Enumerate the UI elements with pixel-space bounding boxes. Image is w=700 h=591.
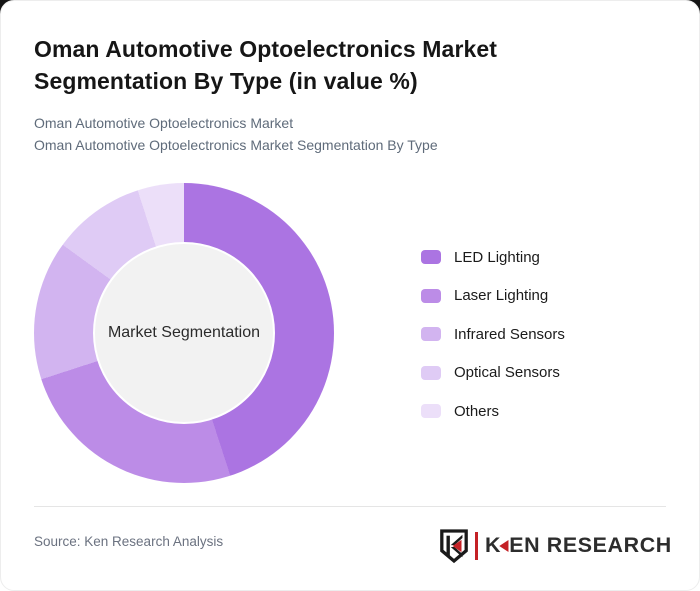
ken-research-shield-icon	[439, 529, 468, 564]
donut-chart: Market Segmentation	[34, 183, 334, 483]
wordmark-rest: EN RESEARCH	[509, 534, 672, 557]
ken-research-logo: K EN RESEARCH	[439, 527, 671, 565]
wordmark-k: K	[484, 534, 501, 557]
ken-research-wordmark: K EN RESEARCH	[485, 534, 672, 558]
legend-swatch	[421, 288, 441, 303]
legend-item: Infrared Sensors	[421, 324, 565, 344]
red-arrow-icon	[498, 540, 508, 552]
legend-label: Others	[454, 402, 500, 420]
donut-center: Market Segmentation	[93, 242, 275, 424]
subtitle-line-2: Oman Automotive Optoelectronics Market S…	[34, 137, 438, 153]
footer-divider	[34, 506, 666, 507]
source-text: Source: Ken Research Analysis	[34, 534, 224, 549]
legend-item: Others	[421, 401, 565, 421]
legend-label: Infrared Sensors	[454, 325, 565, 343]
legend-swatch	[421, 404, 441, 418]
donut-center-label: Market Segmentation	[107, 324, 261, 341]
legend-label: Laser Lighting	[454, 287, 549, 304]
chart-legend: LED Lighting Laser Lighting Infrared Senso…	[421, 247, 565, 440]
legend-label: Optical Sensors	[454, 364, 560, 381]
logo-divider-bar	[474, 532, 478, 560]
legend-item: Laser Lighting	[421, 286, 565, 306]
legend-label: LED Lighting	[454, 248, 540, 266]
subtitle-line-1: Oman Automotive Optoelectronics Market	[34, 115, 294, 131]
legend-swatch	[421, 327, 441, 341]
legend-swatch	[421, 365, 441, 380]
chart-subtitle: Oman Automotive Optoelectronics Market O…	[34, 112, 659, 156]
legend-swatch	[421, 250, 441, 264]
legend-item: LED Lighting	[421, 247, 565, 267]
chart-title: Oman Automotive Optoelectronics Market S…	[34, 36, 498, 94]
legend-item: Optical Sensors	[421, 363, 565, 383]
